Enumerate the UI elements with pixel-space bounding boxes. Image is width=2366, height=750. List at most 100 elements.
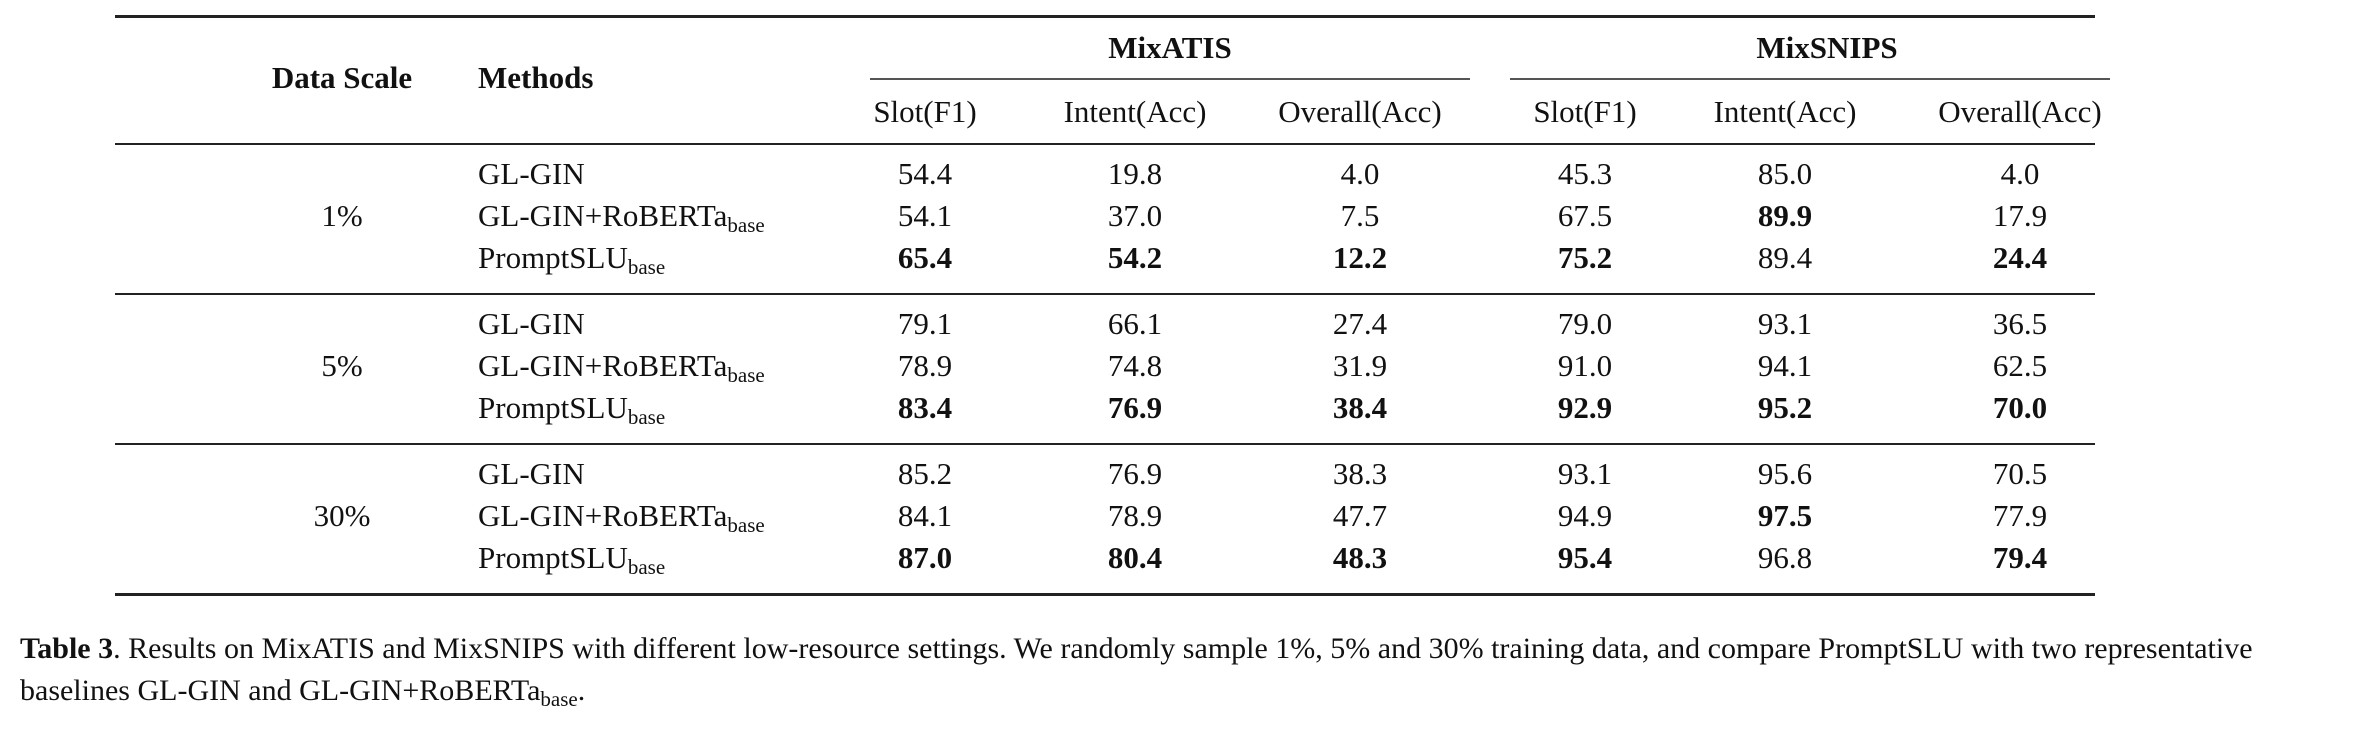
value-cell: 95.4 [1557, 540, 1613, 575]
value-cell: 96.8 [1757, 540, 1813, 575]
value-cell: 97.5 [1757, 498, 1813, 533]
header-metric: Slot(F1) [873, 94, 977, 129]
header-data-scale: Data Scale [271, 60, 413, 95]
value-cell: 74.8 [1107, 348, 1163, 383]
method-cell: GL-GIN [478, 308, 585, 339]
value-cell: 84.1 [897, 498, 953, 533]
value-cell: 83.4 [897, 390, 953, 425]
value-cell: 94.9 [1557, 498, 1613, 533]
method-name: GL-GIN [478, 456, 585, 491]
method-subscript: base [727, 363, 765, 387]
table-caption: Table 3. Results on MixATIS and MixSNIPS… [20, 628, 2350, 712]
value-cell: 37.0 [1107, 198, 1163, 233]
data-scale-cell: 1% [321, 198, 363, 233]
method-cell: GL-GIN+RoBERTabase [478, 348, 765, 386]
header-group-mixsnips: MixSNIPS [1756, 30, 1898, 65]
method-subscript: base [727, 513, 765, 537]
method-name: PromptSLU [478, 540, 628, 575]
value-cell: 62.5 [1992, 348, 2048, 383]
block-rule [115, 443, 2095, 445]
value-cell: 77.9 [1992, 498, 2048, 533]
value-cell: 19.8 [1107, 156, 1163, 191]
method-cell: GL-GIN [478, 158, 585, 189]
header-methods: Methods [478, 60, 594, 95]
header-group-mixatis: MixATIS [1108, 30, 1232, 65]
value-cell: 48.3 [1332, 540, 1388, 575]
value-cell: 89.4 [1757, 240, 1813, 275]
header-metric: Intent(Acc) [1063, 94, 1207, 129]
value-cell: 95.6 [1757, 456, 1813, 491]
method-name: GL-GIN [478, 156, 585, 191]
caption-text: . Results on MixATIS and MixSNIPS with d… [20, 632, 2253, 707]
value-cell: 70.0 [1992, 390, 2048, 425]
value-cell: 4.0 [2000, 156, 2040, 191]
value-cell: 45.3 [1557, 156, 1613, 191]
header-metric: Overall(Acc) [1278, 94, 1442, 129]
value-cell: 38.4 [1332, 390, 1388, 425]
mixsnips-cmidrule [1510, 78, 2110, 80]
method-cell: GL-GIN+RoBERTabase [478, 198, 765, 236]
method-cell: PromptSLUbase [478, 540, 665, 578]
value-cell: 4.0 [1340, 156, 1380, 191]
value-cell: 87.0 [897, 540, 953, 575]
mixatis-cmidrule [870, 78, 1470, 80]
header-metric: Intent(Acc) [1713, 94, 1857, 129]
value-cell: 66.1 [1107, 306, 1163, 341]
value-cell: 93.1 [1757, 306, 1813, 341]
value-cell: 27.4 [1332, 306, 1388, 341]
method-name: GL-GIN+RoBERTa [478, 498, 728, 533]
method-subscript: base [727, 213, 765, 237]
value-cell: 79.0 [1557, 306, 1613, 341]
value-cell: 91.0 [1557, 348, 1613, 383]
method-cell: GL-GIN+RoBERTabase [478, 498, 765, 536]
method-name: PromptSLU [478, 390, 628, 425]
value-cell: 85.2 [897, 456, 953, 491]
value-cell: 79.4 [1992, 540, 2048, 575]
block-rule [115, 293, 2095, 295]
value-cell: 93.1 [1557, 456, 1613, 491]
value-cell: 7.5 [1340, 198, 1380, 233]
value-cell: 12.2 [1332, 240, 1388, 275]
value-cell: 17.9 [1992, 198, 2048, 233]
value-cell: 75.2 [1557, 240, 1613, 275]
value-cell: 78.9 [897, 348, 953, 383]
value-cell: 76.9 [1107, 456, 1163, 491]
data-scale-cell: 30% [313, 498, 371, 533]
value-cell: 54.4 [897, 156, 953, 191]
value-cell: 36.5 [1992, 306, 2048, 341]
value-cell: 80.4 [1107, 540, 1163, 575]
caption-sub: base [540, 687, 578, 711]
value-cell: 65.4 [897, 240, 953, 275]
caption-end: . [577, 674, 586, 707]
value-cell: 92.9 [1557, 390, 1613, 425]
method-name: GL-GIN [478, 306, 585, 341]
value-cell: 47.7 [1332, 498, 1388, 533]
method-name: GL-GIN+RoBERTa [478, 348, 728, 383]
value-cell: 95.2 [1757, 390, 1813, 425]
method-subscript: base [627, 405, 666, 429]
header-rule [115, 143, 2095, 145]
top-rule [115, 15, 2095, 18]
method-subscript: base [627, 255, 666, 279]
method-cell: GL-GIN [478, 458, 585, 489]
bottom-rule [115, 593, 2095, 596]
value-cell: 85.0 [1757, 156, 1813, 191]
value-cell: 38.3 [1332, 456, 1388, 491]
value-cell: 78.9 [1107, 498, 1163, 533]
method-subscript: base [627, 555, 666, 579]
value-cell: 31.9 [1332, 348, 1388, 383]
value-cell: 67.5 [1557, 198, 1613, 233]
value-cell: 94.1 [1757, 348, 1813, 383]
header-metric: Slot(F1) [1533, 94, 1637, 129]
data-scale-cell: 5% [321, 348, 363, 383]
method-cell: PromptSLUbase [478, 242, 665, 278]
caption-label: Table 3 [20, 632, 114, 665]
value-cell: 76.9 [1107, 390, 1163, 425]
value-cell: 79.1 [897, 306, 953, 341]
method-name: GL-GIN+RoBERTa [478, 198, 728, 233]
value-cell: 89.9 [1757, 198, 1813, 233]
value-cell: 70.5 [1992, 456, 2048, 491]
header-metric: Overall(Acc) [1938, 94, 2102, 129]
value-cell: 24.4 [1992, 240, 2048, 275]
value-cell: 54.1 [897, 198, 953, 233]
